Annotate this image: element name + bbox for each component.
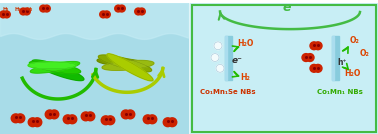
Polygon shape xyxy=(332,36,339,80)
Circle shape xyxy=(314,42,322,50)
Text: e⁻: e⁻ xyxy=(232,56,242,65)
Polygon shape xyxy=(225,36,227,80)
Circle shape xyxy=(118,5,125,12)
Circle shape xyxy=(23,8,30,15)
Circle shape xyxy=(216,64,224,72)
Circle shape xyxy=(28,118,37,127)
Circle shape xyxy=(310,64,318,72)
Text: e⁻: e⁻ xyxy=(282,1,297,14)
Text: H₂: H₂ xyxy=(240,73,250,82)
Circle shape xyxy=(16,114,25,123)
Polygon shape xyxy=(97,58,147,67)
Polygon shape xyxy=(28,62,76,69)
Circle shape xyxy=(138,8,145,15)
Circle shape xyxy=(302,54,310,62)
Text: h⁺: h⁺ xyxy=(337,58,347,67)
Circle shape xyxy=(40,5,47,12)
Circle shape xyxy=(50,110,59,119)
Circle shape xyxy=(310,42,318,50)
Circle shape xyxy=(3,11,10,18)
Circle shape xyxy=(126,110,135,119)
Circle shape xyxy=(81,112,90,121)
Polygon shape xyxy=(98,55,152,72)
Polygon shape xyxy=(30,62,80,73)
Text: O₂: O₂ xyxy=(360,49,370,58)
Circle shape xyxy=(11,114,20,123)
Circle shape xyxy=(63,115,72,124)
Text: O₂: O₂ xyxy=(350,36,360,45)
Circle shape xyxy=(45,110,54,119)
Text: H₂: H₂ xyxy=(15,7,21,12)
Circle shape xyxy=(135,8,142,15)
Circle shape xyxy=(0,11,7,18)
Circle shape xyxy=(106,116,115,125)
Circle shape xyxy=(163,118,172,127)
Text: H₂O: H₂O xyxy=(237,39,253,48)
Circle shape xyxy=(43,5,50,12)
Circle shape xyxy=(314,64,322,72)
Text: H₂O: H₂O xyxy=(344,69,360,78)
Polygon shape xyxy=(32,60,84,81)
Polygon shape xyxy=(332,36,334,80)
Circle shape xyxy=(103,11,110,18)
Circle shape xyxy=(86,112,95,121)
Polygon shape xyxy=(102,60,154,70)
Text: Co₁Mn₁Se NBs: Co₁Mn₁Se NBs xyxy=(200,89,256,95)
Bar xyxy=(192,5,376,132)
Polygon shape xyxy=(225,36,232,80)
Circle shape xyxy=(101,116,110,125)
Polygon shape xyxy=(29,61,81,74)
Circle shape xyxy=(33,118,42,127)
Circle shape xyxy=(148,115,157,124)
Text: H₂: H₂ xyxy=(27,7,33,12)
Circle shape xyxy=(168,118,177,127)
Text: Co₁Mn₁ NBs: Co₁Mn₁ NBs xyxy=(317,89,363,95)
Circle shape xyxy=(143,115,152,124)
Polygon shape xyxy=(107,54,153,81)
Circle shape xyxy=(68,115,77,124)
Text: H₂: H₂ xyxy=(3,7,9,12)
Circle shape xyxy=(20,8,27,15)
Circle shape xyxy=(306,54,314,62)
Circle shape xyxy=(211,54,219,62)
Circle shape xyxy=(115,5,122,12)
Circle shape xyxy=(100,11,107,18)
Bar xyxy=(190,3,378,134)
Circle shape xyxy=(121,110,130,119)
Circle shape xyxy=(214,42,222,50)
Bar xyxy=(0,3,188,134)
